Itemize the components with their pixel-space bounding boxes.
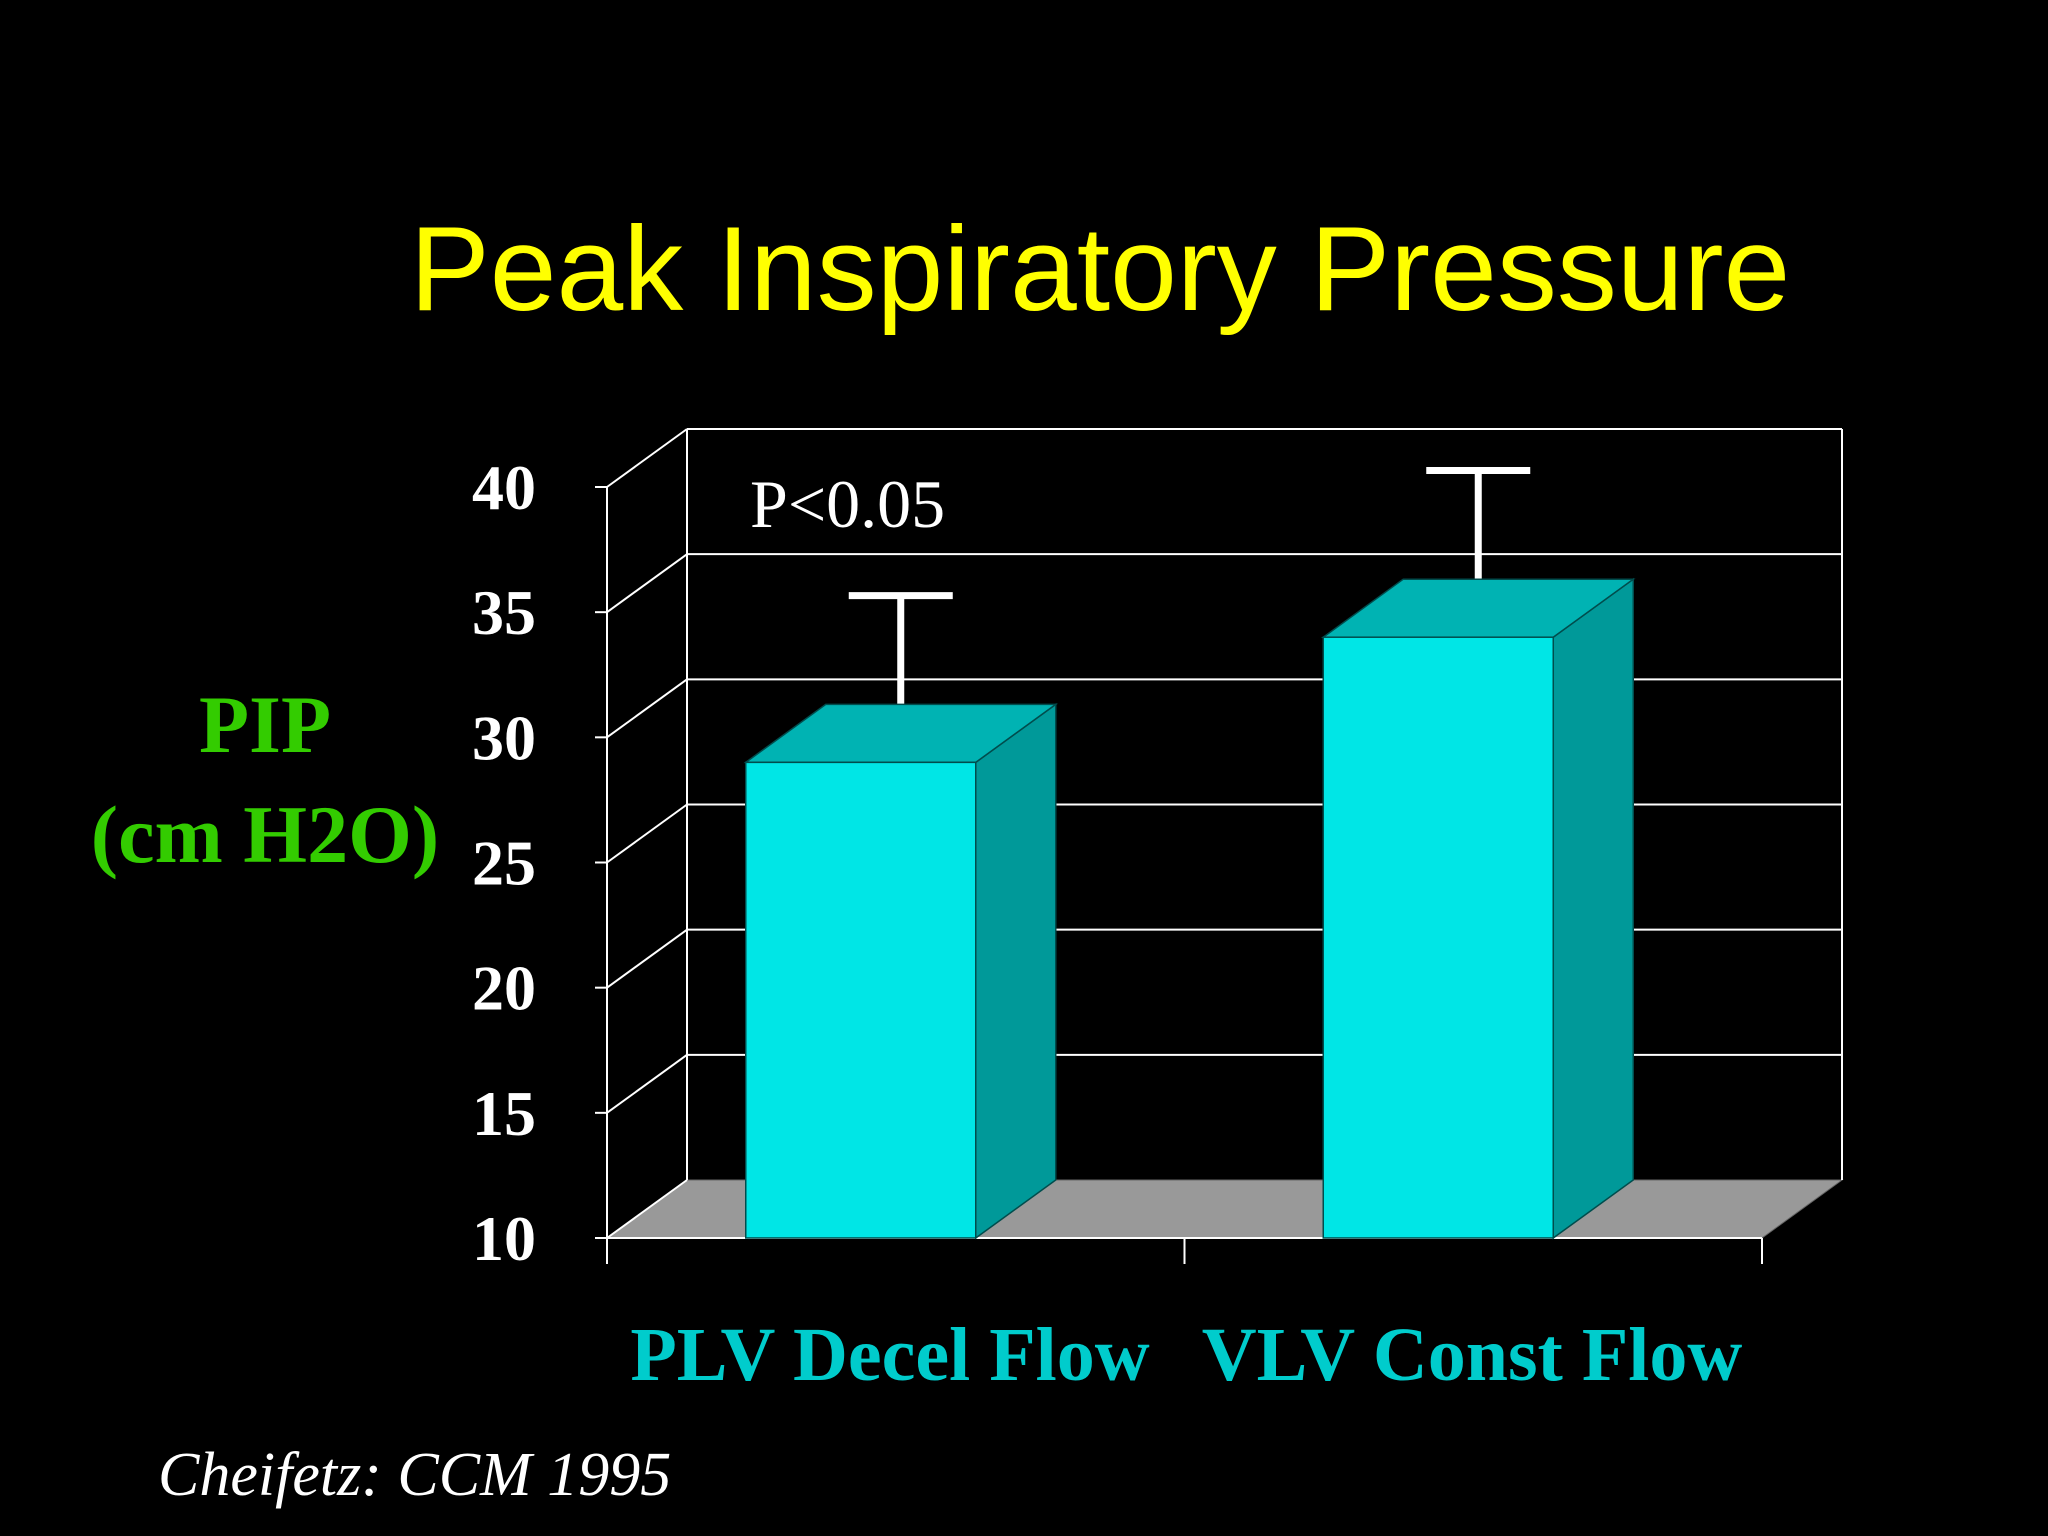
x-category-label: VLV Const Flow [1202, 1313, 1743, 1397]
y-tick-label: 15 [472, 1078, 536, 1149]
y-axis-label-line1: PIP [198, 679, 332, 770]
gridline-side [606, 928, 688, 989]
y-tick-label: 25 [472, 828, 536, 899]
y-tick-label: 35 [472, 577, 536, 648]
gridline-side [606, 678, 688, 739]
bar-side [975, 702, 1057, 1240]
gridline-side [606, 1179, 688, 1239]
gridline-side [606, 803, 688, 864]
bar-side [1552, 577, 1634, 1240]
bar [1322, 636, 1554, 1239]
bar [745, 761, 977, 1239]
gridline-side [606, 1054, 688, 1114]
y-tick-label: 20 [472, 953, 536, 1024]
gridline-side [606, 428, 688, 488]
citation: Cheifetz: CCM 1995 [158, 1441, 672, 1509]
x-category-label: PLV Decel Flow [630, 1313, 1149, 1397]
gridline-side [606, 553, 688, 613]
slide-title: Peak Inspiratory Pressure [409, 202, 1791, 336]
y-tick-label: 10 [472, 1203, 536, 1274]
y-tick-label: 40 [472, 452, 536, 523]
y-axis-label: PIP (cm H2O) [45, 670, 485, 890]
annotation-significance: P<0.05 [750, 466, 945, 542]
y-tick-label: 30 [472, 702, 536, 773]
y-axis-label-line2: (cm H2O) [90, 789, 440, 880]
